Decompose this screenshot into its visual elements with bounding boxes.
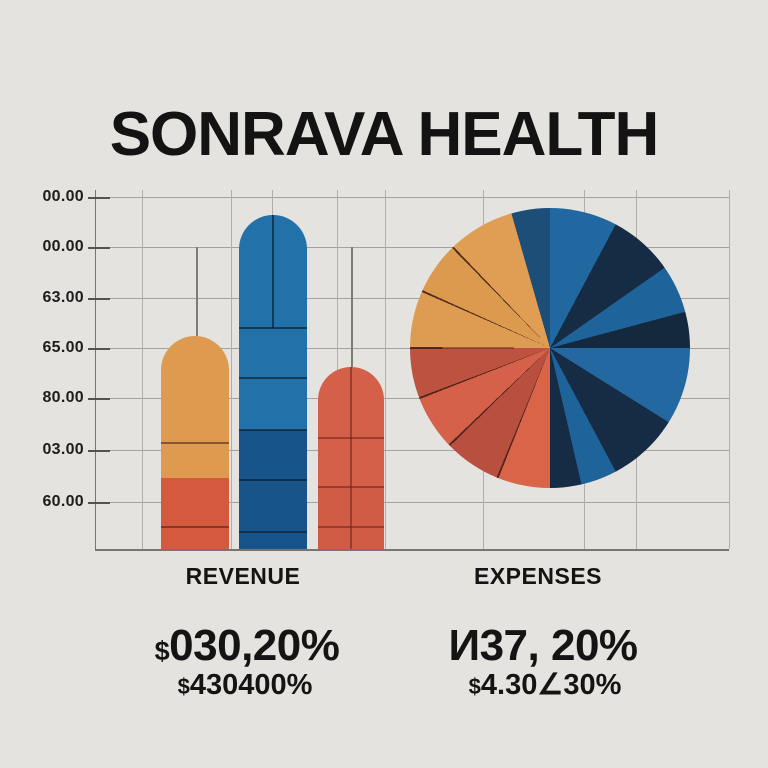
y-axis-tick [88, 298, 110, 300]
revenue-primary-value: 030,20% [169, 621, 340, 670]
bar-segment-divider [239, 530, 308, 533]
bar-center-line [272, 215, 275, 328]
gridline-vertical [230, 190, 232, 549]
revenue-primary-currency: $ [154, 636, 170, 666]
gridline-horizontal [96, 502, 729, 503]
y-axis-tick [88, 197, 110, 199]
expenses-primary-stat: И37, 20% [448, 621, 638, 670]
pie-chart [410, 208, 690, 488]
y-axis-tick [88, 398, 110, 400]
bar-1 [161, 336, 229, 549]
revenue-secondary-value: 430400% [189, 669, 313, 701]
revenue-secondary-stat: $430400% [178, 671, 313, 700]
bar-segment-divider [239, 327, 308, 329]
drop-line [351, 247, 353, 367]
gridline-horizontal [96, 450, 729, 451]
expenses-secondary-currency: $ [468, 674, 481, 699]
y-axis-label: 80.00 [42, 389, 84, 406]
y-axis-tick [88, 247, 110, 249]
expenses-primary-value: И37, 20% [448, 621, 638, 670]
y-axis-label: 63.00 [42, 289, 84, 306]
gridline-horizontal [96, 247, 729, 248]
bar-segment-divider [239, 429, 308, 432]
bar-segment-divider [239, 377, 308, 380]
y-axis-tick [88, 502, 110, 504]
gridline-vertical [728, 190, 730, 549]
bar-segment-divider [161, 442, 229, 444]
gridline-horizontal [96, 298, 729, 299]
y-axis-label: 03.00 [42, 441, 84, 458]
y-axis-label: 65.00 [42, 339, 84, 356]
gridline-horizontal [96, 197, 729, 198]
revenue-label: REVENUE [185, 563, 301, 589]
bar-2 [239, 215, 308, 549]
y-axis-label: 00.00 [42, 238, 84, 255]
drop-line [196, 247, 198, 336]
y-axis-label: 60.00 [42, 493, 84, 510]
gridline-vertical [142, 190, 144, 549]
expenses-secondary-value: 4.30∠30% [480, 669, 622, 701]
revenue-secondary-currency: $ [177, 674, 190, 699]
bar-segment-divider [161, 526, 229, 529]
y-axis-tick [88, 348, 110, 350]
expenses-secondary-stat: $4.30∠30% [469, 671, 622, 700]
bar-3 [317, 367, 384, 549]
bar-segment-divider [239, 478, 308, 481]
gridline-horizontal [96, 398, 729, 399]
y-axis-tick [88, 450, 110, 452]
revenue-primary-stat: $030,20% [155, 624, 340, 668]
y-axis-label: 00.00 [42, 188, 84, 205]
bar-center-line [349, 367, 352, 549]
page-title: SONRAVA HEALTH [109, 99, 660, 169]
expenses-label: EXPENSES [474, 563, 602, 589]
gridline-vertical [385, 190, 387, 549]
